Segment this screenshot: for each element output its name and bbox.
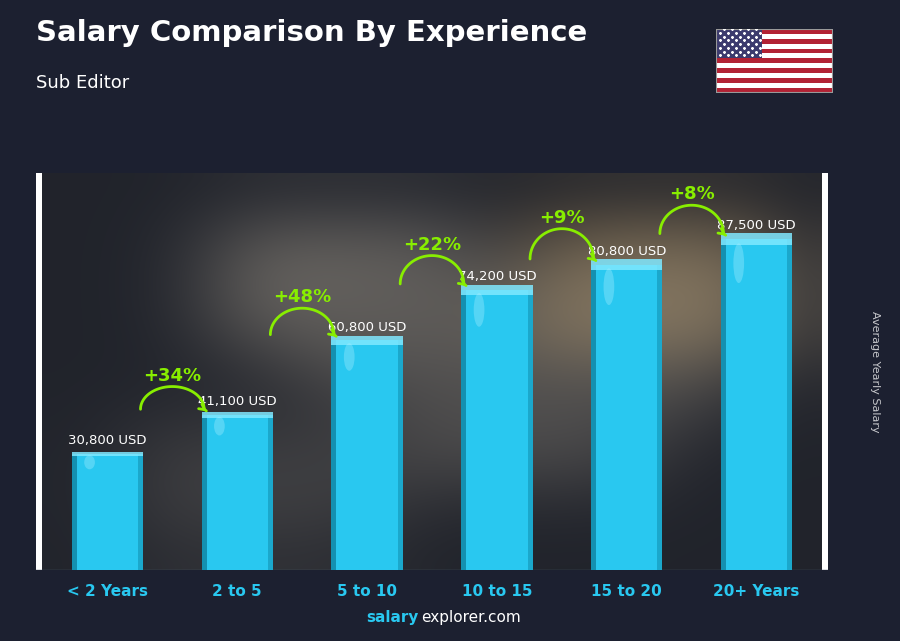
Text: Salary Comparison By Experience: Salary Comparison By Experience — [36, 19, 587, 47]
Bar — [788, 239, 792, 570]
Bar — [716, 29, 832, 34]
Text: explorer.com: explorer.com — [421, 610, 521, 625]
Bar — [398, 340, 403, 570]
Bar — [591, 265, 596, 570]
Ellipse shape — [734, 244, 744, 283]
Bar — [721, 239, 726, 570]
Text: +9%: +9% — [539, 209, 585, 227]
Ellipse shape — [214, 417, 225, 435]
Bar — [202, 415, 206, 570]
Bar — [331, 340, 337, 570]
Bar — [72, 454, 143, 570]
Text: +22%: +22% — [403, 236, 461, 254]
Bar — [591, 259, 662, 270]
Bar — [202, 412, 273, 418]
Bar — [716, 34, 832, 38]
Bar — [716, 44, 832, 49]
Bar — [461, 290, 466, 570]
Text: Sub Editor: Sub Editor — [36, 74, 130, 92]
Bar — [138, 454, 143, 570]
Bar — [716, 53, 832, 58]
Bar — [461, 290, 533, 570]
Text: +48%: +48% — [273, 288, 331, 306]
Bar — [716, 58, 832, 63]
Bar — [527, 290, 533, 570]
Bar — [268, 415, 273, 570]
Text: 41,100 USD: 41,100 USD — [198, 395, 276, 408]
Bar — [716, 38, 832, 44]
Ellipse shape — [85, 455, 94, 469]
Bar — [716, 83, 832, 88]
Text: 30,800 USD: 30,800 USD — [68, 434, 147, 447]
Text: 87,500 USD: 87,500 USD — [717, 219, 796, 233]
Ellipse shape — [473, 293, 484, 327]
Text: 80,800 USD: 80,800 USD — [588, 245, 666, 258]
Ellipse shape — [604, 269, 615, 305]
Bar — [716, 73, 832, 78]
Bar — [716, 29, 762, 58]
Bar — [331, 340, 403, 570]
Ellipse shape — [344, 343, 355, 370]
Bar — [721, 233, 792, 246]
Bar — [716, 49, 832, 53]
Bar — [202, 415, 273, 570]
Bar — [461, 285, 533, 295]
Bar — [658, 265, 662, 570]
Bar — [331, 337, 403, 344]
Bar — [716, 88, 832, 93]
Bar — [721, 239, 792, 570]
Bar — [72, 454, 76, 570]
Text: Average Yearly Salary: Average Yearly Salary — [869, 311, 880, 433]
Text: salary: salary — [366, 610, 418, 625]
Text: 60,800 USD: 60,800 USD — [328, 320, 406, 333]
Text: 74,200 USD: 74,200 USD — [457, 270, 536, 283]
Bar — [716, 78, 832, 83]
Text: +8%: +8% — [669, 185, 715, 203]
Bar — [591, 265, 662, 570]
Bar — [716, 63, 832, 69]
Bar — [72, 452, 143, 456]
Text: +34%: +34% — [143, 367, 202, 385]
Bar — [716, 69, 832, 73]
